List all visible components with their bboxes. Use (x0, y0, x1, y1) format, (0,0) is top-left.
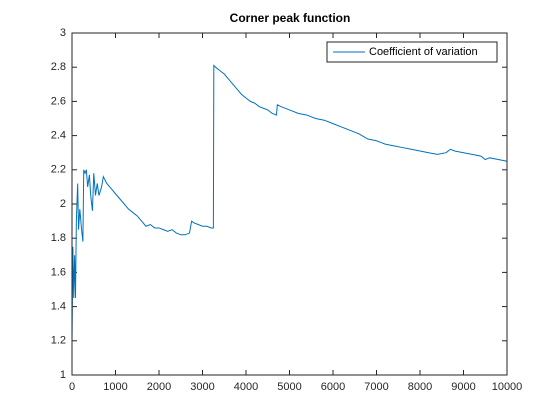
y-tick-label: 2.8 (51, 61, 66, 73)
x-tick-label: 0 (69, 381, 75, 393)
y-tick-label: 1.2 (51, 335, 66, 347)
x-tick-label: 6000 (321, 381, 345, 393)
chart-title: Corner peak function (230, 11, 351, 25)
x-tick-label: 2000 (147, 381, 171, 393)
y-tick-label: 2.6 (51, 95, 66, 107)
y-tick-label: 1.6 (51, 266, 66, 278)
legend-box (326, 41, 498, 63)
y-tick-label: 3 (60, 27, 66, 39)
data-line (71, 64, 508, 341)
x-tick-label: 8000 (408, 381, 432, 393)
x-tick-label: 10000 (492, 381, 523, 393)
x-tick-label: 1000 (103, 381, 127, 393)
x-tick-label: 5000 (277, 381, 301, 393)
y-tick-label: 2 (60, 198, 66, 210)
plot-area (72, 33, 507, 375)
x-tick-label: 7000 (364, 381, 388, 393)
y-tick-label: 2.2 (51, 164, 66, 176)
y-tick-label: 1 (60, 369, 66, 381)
y-tick-label: 1.4 (51, 301, 66, 313)
y-tick-label: 1.8 (51, 232, 66, 244)
y-tick-label: 2.4 (51, 130, 66, 142)
x-tick-label: 4000 (234, 381, 258, 393)
legend-label: Coefficient of variation (369, 46, 478, 58)
x-tick-label: 9000 (451, 381, 475, 393)
x-tick-label: 3000 (190, 381, 214, 393)
legend: Coefficient of variation (326, 41, 498, 63)
axes-box (71, 32, 508, 376)
